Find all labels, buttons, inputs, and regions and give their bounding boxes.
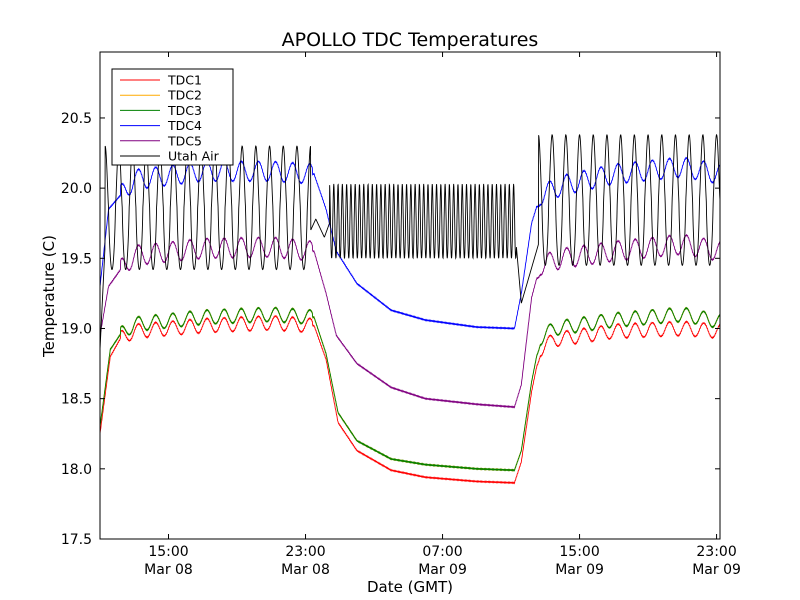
x-tick-label-time: 07:00 <box>422 544 462 560</box>
legend-box <box>111 68 234 166</box>
legend-label: TDC1 <box>167 73 202 88</box>
legend-label: TDC5 <box>167 133 202 148</box>
y-tick-label: 20.5 <box>61 111 92 127</box>
x-tick-label-date: Mar 08 <box>144 562 193 578</box>
legend-label: TDC2 <box>167 88 202 103</box>
legend-label: TDC4 <box>167 118 202 133</box>
legend-label: TDC3 <box>167 103 202 118</box>
series-line-tdc4 <box>100 156 720 330</box>
x-tick-label-date: Mar 08 <box>281 562 330 578</box>
y-tick-label: 20.0 <box>61 181 92 197</box>
x-tick-label-date: Mar 09 <box>692 562 741 578</box>
series-line-tdc5 <box>100 233 720 409</box>
chart-title: APOLLO TDC Temperatures <box>282 29 539 51</box>
x-tick-label-time: 15:00 <box>559 544 599 560</box>
legend-label: Utah Air <box>168 149 220 164</box>
plot-area <box>100 133 720 485</box>
y-tick-label: 19.5 <box>61 251 92 267</box>
series-line-tdc1 <box>100 315 720 485</box>
plot-frame <box>99 51 721 540</box>
y-tick-label: 18.0 <box>61 462 92 478</box>
x-tick-label-date: Mar 09 <box>418 562 467 578</box>
series-line-utah-air <box>100 133 720 350</box>
series-line-tdc3 <box>100 306 720 472</box>
y-tick-label: 17.5 <box>61 532 92 548</box>
y-axis: 17.5 18.0 18.5 19.0 19.5 20.0 20.5 <box>61 111 720 548</box>
y-tick-label: 18.5 <box>61 392 92 408</box>
x-tick-label-date: Mar 09 <box>555 562 604 578</box>
series-line-tdc2 <box>100 306 720 472</box>
y-tick-label: 19.0 <box>61 321 92 337</box>
x-tick-label-time: 23:00 <box>696 544 736 560</box>
y-axis-label: Temperature (C) <box>40 235 58 358</box>
x-axis: 15:00 Mar 08 23:00 Mar 08 07:00 Mar 09 15:00 Ma… <box>144 52 741 578</box>
x-tick-label-time: 23:00 <box>285 544 325 560</box>
x-axis-label: Date (GMT) <box>367 578 453 596</box>
x-tick-label-time: 15:00 <box>148 544 188 560</box>
